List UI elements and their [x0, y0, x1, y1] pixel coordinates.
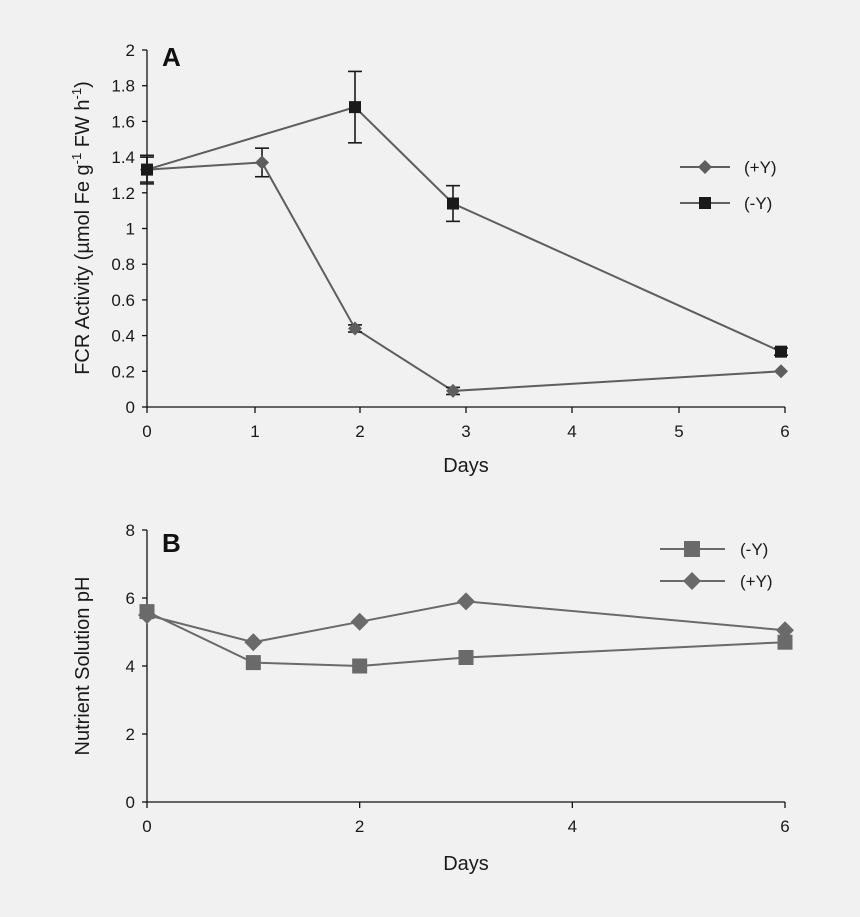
panel-b-legend: (-Y) (+Y) [660, 540, 773, 591]
panel-b-letter: B [162, 528, 181, 558]
panel-b-y-tick-label: 4 [126, 657, 135, 676]
panel-a-x-tick-label: 3 [461, 422, 470, 441]
panel-a-y-tick-label: 0.8 [111, 255, 135, 274]
panel-a-x-tick-label: 1 [250, 422, 259, 441]
panel-a-y-tick-label: 2 [126, 41, 135, 60]
panel-a-y-title-superscript-1: -1 [69, 153, 84, 165]
legend-a-minus-y-square-marker [699, 197, 711, 209]
panel-a-x-tick-label: 0 [142, 422, 151, 441]
panel-a-legend: (+Y) (-Y) [680, 158, 777, 213]
panel-b-minus-y-square-point [458, 650, 474, 665]
panel-b-minus-y-square-point [777, 634, 793, 650]
panel-a-minus-y-line [146, 105, 782, 353]
panel-a-y-tick-label: 1.8 [111, 77, 135, 96]
panel-a-y-tick-label: 0.6 [111, 291, 135, 310]
panel-a-y-tick-label: 1 [126, 220, 135, 239]
legend-b-plus-y-diamond-marker [683, 572, 701, 590]
panel-a-x-tick-label: 5 [674, 422, 683, 441]
legend-b-plus-y-label: (+Y) [740, 572, 773, 591]
panel-a-y-tick-label: 1.4 [111, 148, 135, 167]
panel-b-y-tick-label: 6 [126, 589, 135, 608]
panel-b-plus-y-diamond-point [138, 606, 156, 624]
panel-a-y-tick-label: 1.6 [111, 112, 135, 131]
panel-a-x-tick-label: 4 [567, 422, 576, 441]
legend-a-plus-y-diamond-marker [698, 160, 712, 174]
panel-a-y-title-part-3: ) [72, 81, 94, 88]
panel-b-y-tick-label: 8 [126, 521, 135, 540]
panel-b-series [138, 592, 794, 674]
panel-a-plus-y-diamond-point [255, 155, 269, 170]
panel-a-minus-y-square-point [141, 163, 153, 176]
panel-a-minus-y-square-point [775, 345, 787, 358]
panel-b-minus-y-square-point [352, 658, 368, 674]
panel-b-y-ticks: 0 2 4 6 8 [126, 521, 147, 812]
panel-a-x-tick-label: 2 [355, 422, 364, 441]
panel-b-y-tick-label: 2 [126, 725, 135, 744]
panel-a-fcr-activity-chart: A 0 0.2 0.4 0.6 0.8 1 1.2 1.4 1.6 1.8 2 0 1 2 3 4 5 6 Da… [69, 41, 790, 477]
panel-a-plus-y-diamond-point [348, 321, 362, 336]
panel-a-y-tick-label: 0 [126, 398, 135, 417]
panel-a-plus-y-diamond-point [774, 364, 788, 379]
panel-a-y-tick-label: 1.2 [111, 184, 135, 203]
panel-a-y-ticks: 0 0.2 0.4 0.6 0.8 1 1.2 1.4 1.6 1.8 2 [111, 41, 147, 417]
legend-b-minus-y-label: (-Y) [740, 540, 768, 559]
panel-b-x-axis-title: Days [443, 853, 489, 875]
panel-b-minus-y-square-point [245, 655, 261, 671]
panel-a-plus-y-line [146, 161, 782, 392]
panel-a-y-axis-title: FCR Activity (µmol Fe g-1 FW h-1) [69, 81, 94, 375]
panel-b-plus-y-diamond-point [776, 621, 794, 640]
panel-a-letter: A [162, 42, 181, 72]
panel-a-y-title-superscript-2: -1 [69, 88, 84, 100]
panel-a-y-title-part-1: FCR Activity (µmol Fe g [72, 164, 94, 374]
panel-a-y-tick-label: 0.2 [111, 362, 135, 381]
panel-b-x-ticks: 0 2 4 6 [142, 802, 790, 836]
panel-b-nutrient-ph-chart: B 0 2 4 6 8 0 2 4 6 Days Nutrient Solution pH (… [72, 521, 794, 875]
panel-a-x-axis-title: Days [443, 455, 489, 477]
panel-a-minus-y-square-point [349, 101, 361, 114]
panel-a-y-title-part-2: FW h [72, 99, 94, 152]
panel-b-plus-y-diamond-point [244, 633, 263, 652]
panel-a-y-tick-label: 0.4 [111, 327, 135, 346]
legend-b-minus-y-square-marker [684, 541, 700, 557]
panel-b-y-tick-label: 0 [126, 793, 135, 812]
legend-a-plus-y-label: (+Y) [744, 158, 777, 177]
panel-a-plus-y-diamond-point [446, 383, 460, 398]
legend-a-minus-y-label: (-Y) [744, 194, 772, 213]
panel-a-series [140, 70, 788, 398]
panel-b-x-tick-label: 6 [780, 817, 789, 836]
panel-b-x-tick-label: 0 [142, 817, 151, 836]
panel-b-plus-y-diamond-point [457, 592, 475, 611]
panel-b-y-axis-title: Nutrient Solution pH [72, 577, 94, 756]
panel-b-x-tick-label: 2 [355, 817, 364, 836]
panel-a-x-tick-label: 6 [780, 422, 789, 441]
panel-b-x-tick-label: 4 [568, 817, 577, 836]
panel-a-minus-y-square-point [447, 197, 459, 210]
panel-a-x-ticks: 0 1 2 3 4 5 6 [142, 407, 790, 441]
panel-b-plus-y-diamond-point [350, 612, 369, 631]
